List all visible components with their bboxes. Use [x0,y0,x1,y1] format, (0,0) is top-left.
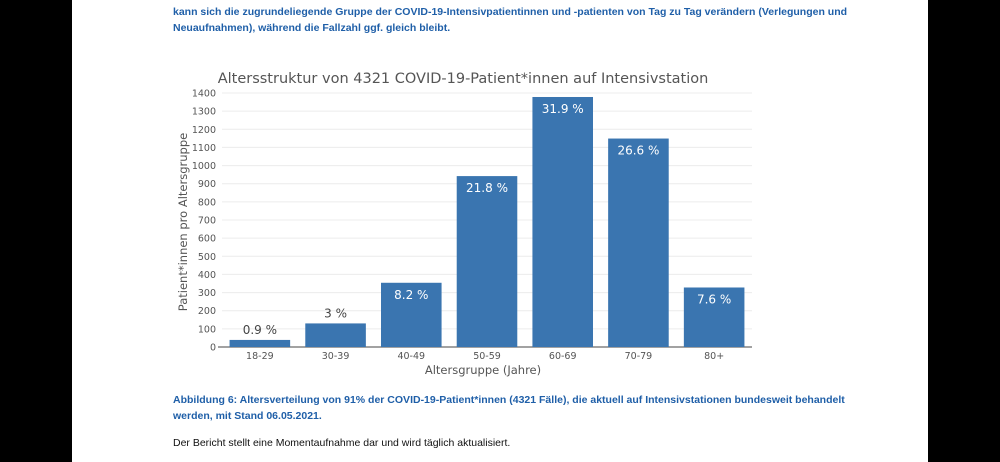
x-tick-label: 60-69 [549,351,577,362]
data-label: 3 % [324,306,347,320]
bar [683,287,745,347]
document-page: kann sich die zugrundeliegende Gruppe de… [72,0,928,462]
figure-caption: Abbildung 6: Altersverteilung von 91% de… [173,394,845,422]
x-tick-label: 80+ [704,351,724,362]
data-label: 0.9 % [243,323,277,337]
y-tick-label: 400 [198,270,216,281]
y-tick-label: 1100 [192,143,216,154]
y-tick-label: 1200 [192,125,216,136]
y-tick-label: 600 [198,234,216,245]
x-tick-label: 70-79 [625,351,653,362]
bar [456,176,518,347]
data-label: 31.9 % [542,102,584,116]
x-tick-label: 18-29 [246,351,274,362]
intro-paragraph: kann sich die zugrundeliegende Gruppe de… [173,6,848,34]
bar [229,339,291,347]
y-tick-label: 300 [198,288,216,299]
bar [532,96,593,348]
y-tick-label: 500 [198,252,216,263]
bar [381,282,442,347]
y-tick-label: 100 [198,324,216,335]
y-tick-label: 1000 [192,161,216,172]
data-label: 26.6 % [617,144,659,158]
x-tick-label: 50-59 [473,351,501,362]
bar [608,138,669,347]
data-label: 7.6 % [697,292,731,306]
y-tick-label: 900 [198,179,216,190]
data-label: 8.2 % [394,288,428,302]
y-tick-label: 1300 [192,107,216,118]
x-axis-label: Altersgruppe (Jahre) [425,363,541,377]
y-tick-label: 1400 [192,89,216,100]
y-tick-label: 200 [198,306,216,317]
x-tick-label: 30-39 [322,351,350,362]
bar [305,323,366,347]
chart-title: Altersstruktur von 4321 COVID-19-Patient… [218,71,709,87]
y-tick-label: 0 [210,343,216,354]
x-tick-label: 40-49 [397,351,425,362]
y-tick-label: 800 [198,197,216,208]
y-tick-label: 700 [198,216,216,227]
y-axis-label: Patient*innen pro Altersgruppe [176,133,190,311]
note-paragraph: Der Bericht stellt eine Momentaufnahme d… [173,437,511,449]
data-label: 21.8 % [466,181,508,195]
